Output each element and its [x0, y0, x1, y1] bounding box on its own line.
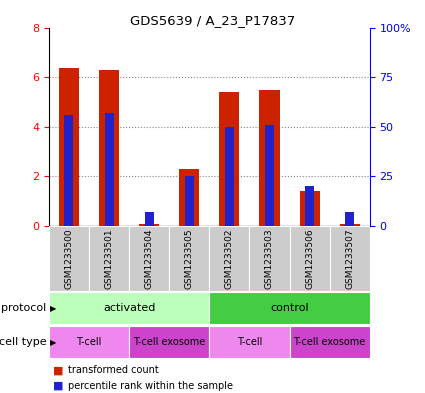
Bar: [219, 92, 239, 226]
Text: T-cell exosome: T-cell exosome: [294, 337, 366, 347]
Text: GSM1233504: GSM1233504: [144, 228, 154, 288]
Text: ▶: ▶: [50, 338, 57, 347]
Text: T-cell: T-cell: [237, 337, 262, 347]
Bar: [65, 115, 74, 226]
Bar: [300, 191, 320, 226]
Bar: [49, 292, 209, 324]
Bar: [49, 226, 89, 291]
Text: GSM1233501: GSM1233501: [105, 228, 113, 289]
Bar: [289, 226, 330, 291]
Bar: [330, 226, 370, 291]
Bar: [99, 70, 119, 226]
Bar: [209, 326, 289, 358]
Bar: [59, 68, 79, 226]
Text: GSM1233500: GSM1233500: [65, 228, 74, 289]
Text: control: control: [270, 303, 309, 313]
Text: GSM1233503: GSM1233503: [265, 228, 274, 289]
Bar: [105, 113, 113, 226]
Text: protocol: protocol: [2, 303, 47, 313]
Text: transformed count: transformed count: [68, 365, 159, 375]
Text: cell type: cell type: [0, 337, 47, 347]
Text: ▶: ▶: [50, 304, 57, 312]
Bar: [225, 127, 234, 226]
Text: activated: activated: [103, 303, 155, 313]
Bar: [209, 292, 370, 324]
Bar: [129, 226, 169, 291]
Bar: [259, 90, 280, 226]
Text: GSM1233506: GSM1233506: [305, 228, 314, 289]
Bar: [340, 224, 360, 226]
Text: GSM1233507: GSM1233507: [345, 228, 354, 289]
Bar: [179, 169, 199, 226]
Bar: [129, 326, 209, 358]
Bar: [265, 125, 274, 226]
Text: ■: ■: [53, 365, 64, 375]
Bar: [345, 212, 354, 226]
Text: GSM1233505: GSM1233505: [185, 228, 194, 289]
Bar: [289, 326, 370, 358]
Bar: [185, 176, 194, 226]
Bar: [49, 326, 129, 358]
Bar: [89, 226, 129, 291]
Bar: [169, 226, 209, 291]
Text: T-cell exosome: T-cell exosome: [133, 337, 205, 347]
Bar: [209, 226, 249, 291]
Text: GSM1233502: GSM1233502: [225, 228, 234, 288]
Bar: [249, 226, 289, 291]
Bar: [144, 212, 154, 226]
Text: percentile rank within the sample: percentile rank within the sample: [68, 381, 233, 391]
Text: T-cell: T-cell: [76, 337, 102, 347]
Text: ■: ■: [53, 381, 64, 391]
Bar: [139, 224, 159, 226]
Bar: [305, 186, 314, 226]
Text: GDS5639 / A_23_P17837: GDS5639 / A_23_P17837: [130, 14, 295, 27]
